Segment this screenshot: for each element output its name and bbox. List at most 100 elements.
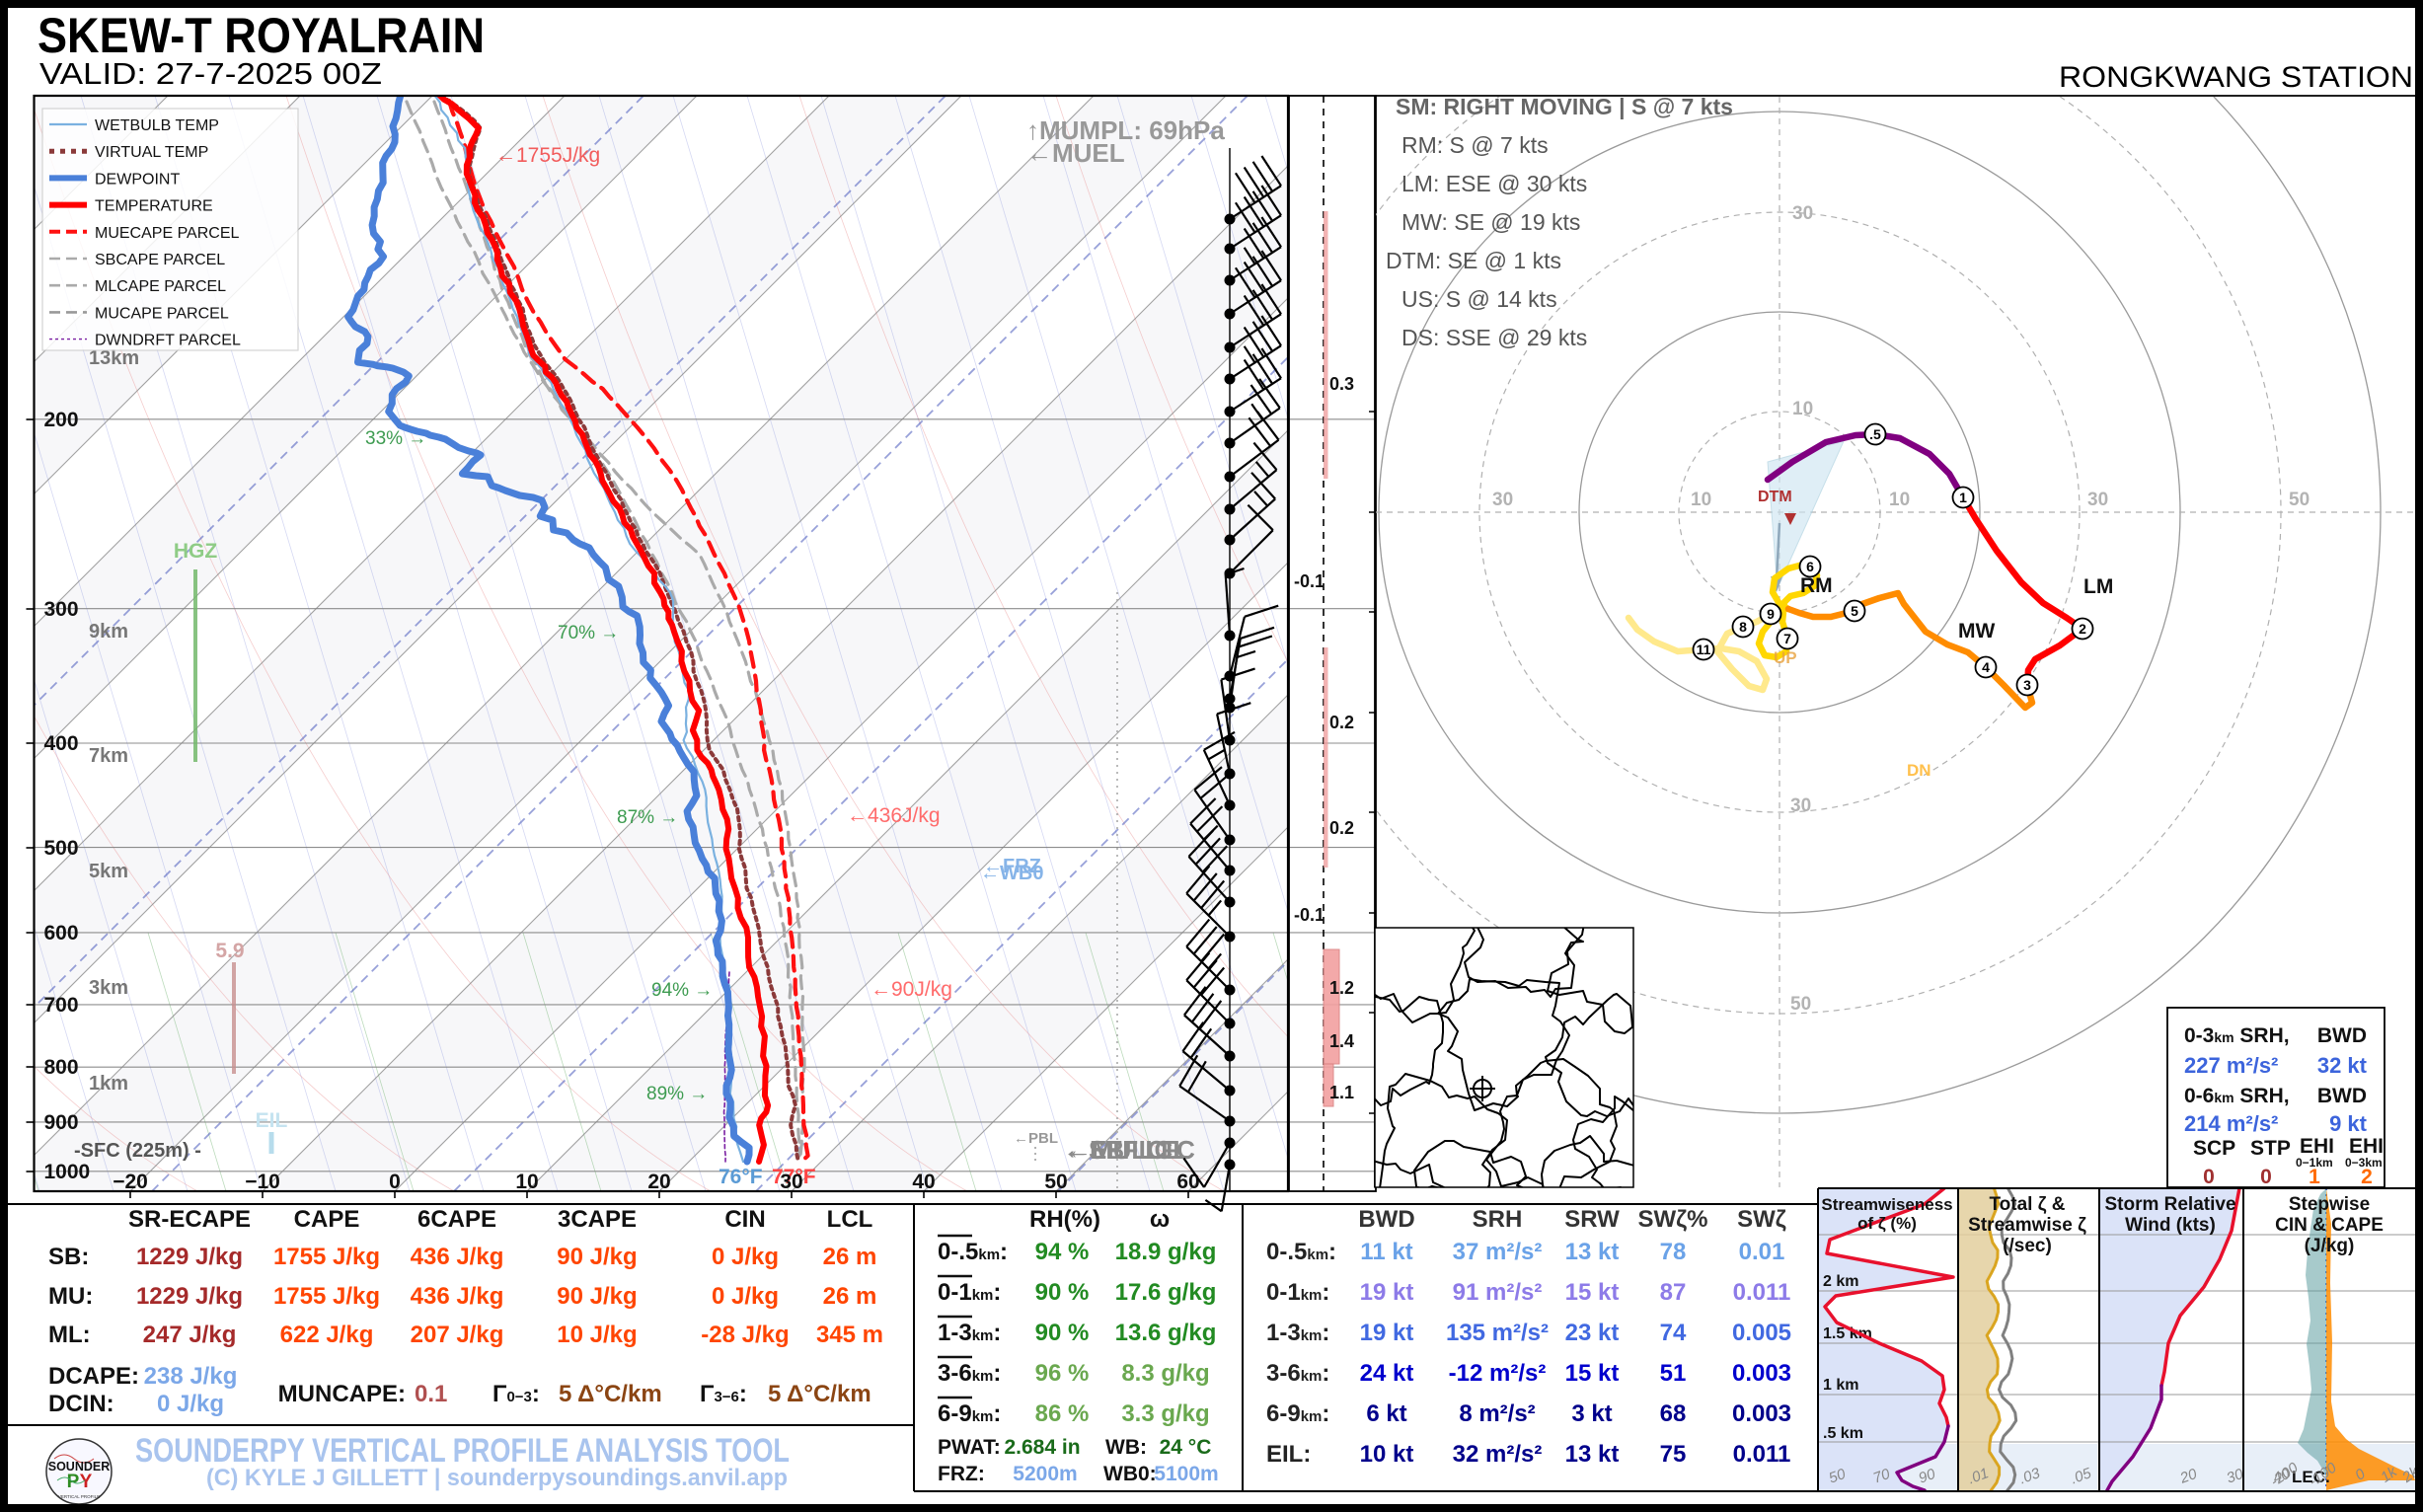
svg-text:1 km: 1 km: [1823, 1377, 1858, 1394]
svg-text:EHI: EHI: [2349, 1135, 2384, 1158]
svg-text:13.6 g/kg: 13.6 g/kg: [1115, 1320, 1217, 1346]
svg-text:24 kt: 24 kt: [1360, 1360, 1414, 1387]
svg-text:HGZ: HGZ: [174, 540, 218, 563]
svg-text:13 kt: 13 kt: [1565, 1441, 1620, 1468]
svg-text:50: 50: [1827, 1466, 1849, 1487]
svg-text:87: 87: [1660, 1279, 1687, 1306]
svg-text:50: 50: [1044, 1171, 1067, 1193]
svg-text:300: 300: [44, 598, 79, 621]
svg-text:5200m: 5200m: [1013, 1463, 1077, 1485]
svg-text:Stepwise: Stepwise: [2289, 1194, 2370, 1215]
svg-text:BWD: BWD: [2317, 1024, 2367, 1047]
svg-text:10: 10: [1792, 399, 1813, 419]
svg-text:2: 2: [2361, 1166, 2373, 1188]
svg-text:0.2: 0.2: [1329, 818, 1354, 838]
svg-text:11: 11: [1697, 642, 1711, 657]
svg-text:24 °C: 24 °C: [1160, 1436, 1212, 1459]
svg-text:77°F: 77°F: [772, 1166, 816, 1188]
svg-text:0.011: 0.011: [1733, 1279, 1791, 1306]
svg-text:6 kt: 6 kt: [1366, 1400, 1406, 1427]
svg-text:20: 20: [647, 1171, 670, 1193]
svg-text:←436J/kg: ←436J/kg: [847, 804, 941, 827]
svg-text:345 m: 345 m: [816, 1322, 883, 1348]
svg-text:DN: DN: [1907, 761, 1931, 780]
svg-text:17.6 g/kg: 17.6 g/kg: [1115, 1279, 1217, 1306]
svg-text:1.5 km: 1.5 km: [1823, 1325, 1872, 1342]
svg-text:DEWPOINT: DEWPOINT: [95, 171, 180, 188]
svg-text:70% →: 70% →: [558, 623, 619, 643]
svg-text:0.1: 0.1: [415, 1381, 447, 1407]
svg-text:RONGKWANG STATION: RONGKWANG STATION: [2059, 61, 2413, 94]
svg-text:94 %: 94 %: [1035, 1239, 1090, 1265]
svg-text:LM: LM: [2083, 575, 2113, 598]
svg-text:2.684 in: 2.684 in: [1004, 1436, 1080, 1459]
svg-text:30: 30: [2087, 490, 2108, 510]
svg-text:10 kt: 10 kt: [1360, 1441, 1414, 1468]
svg-text:Y: Y: [80, 1472, 93, 1492]
svg-text:0.2: 0.2: [1329, 713, 1354, 732]
svg-text:33% →: 33% →: [365, 428, 426, 449]
svg-text:50: 50: [2289, 490, 2309, 510]
svg-text:TEMPERATURE: TEMPERATURE: [95, 198, 213, 215]
svg-text:←WB0: ←WB0: [980, 863, 1043, 884]
svg-text:1755 J/kg: 1755 J/kg: [273, 1283, 380, 1310]
svg-text:68: 68: [1660, 1400, 1687, 1427]
svg-text:9 kt: 9 kt: [2329, 1111, 2368, 1136]
svg-text:3km: 3km: [89, 977, 128, 999]
svg-text:RH(%): RH(%): [1029, 1206, 1100, 1233]
svg-text:2: 2: [2079, 621, 2086, 637]
svg-text:CIN: CIN: [724, 1206, 765, 1233]
svg-text:3 kt: 3 kt: [1571, 1400, 1612, 1427]
svg-text:BWD: BWD: [2317, 1085, 2367, 1107]
svg-text:←90J/kg: ←90J/kg: [871, 978, 952, 1001]
svg-text:LM: ESE @ 30 kts: LM: ESE @ 30 kts: [1401, 171, 1587, 196]
svg-text:26 m: 26 m: [823, 1283, 877, 1310]
svg-text:11 kt: 11 kt: [1360, 1239, 1412, 1265]
svg-text:5: 5: [1851, 603, 1858, 619]
svg-text:13 kt: 13 kt: [1565, 1239, 1620, 1265]
svg-text:200: 200: [44, 409, 79, 431]
svg-text:DCAPE:: DCAPE:: [48, 1363, 139, 1390]
svg-text:6-9km:: 6-9km:: [938, 1400, 1001, 1427]
svg-text:Streamwiseness: Streamwiseness: [1821, 1195, 1952, 1214]
svg-text:600: 600: [44, 922, 79, 945]
svg-text:SOUNDER: SOUNDER: [48, 1460, 111, 1474]
svg-text:Streamwise ζ: Streamwise ζ: [1968, 1215, 2086, 1236]
svg-text:6: 6: [1806, 559, 1814, 574]
svg-text:40: 40: [2271, 1466, 2293, 1487]
svg-text:SRH: SRH: [1473, 1206, 1523, 1233]
svg-text:3.3 g/kg: 3.3 g/kg: [1121, 1400, 1209, 1427]
svg-text:CIN & CAPE: CIN & CAPE: [2275, 1215, 2384, 1236]
svg-text:LEC.: LEC.: [2292, 1468, 2330, 1486]
svg-text:0-3km SRH,: 0-3km SRH,: [2184, 1024, 2290, 1047]
svg-text:207 J/kg: 207 J/kg: [411, 1322, 504, 1348]
svg-text:←FRZ: ←FRZ: [983, 856, 1041, 877]
svg-text:30: 30: [780, 1171, 802, 1193]
svg-text:←MUEL: ←MUEL: [1026, 138, 1125, 168]
svg-text:←EFF LFC: ←EFF LFC: [1064, 1135, 1195, 1165]
svg-text:SBCAPE PARCEL: SBCAPE PARCEL: [95, 252, 225, 268]
svg-text:CAPE: CAPE: [294, 1206, 360, 1233]
svg-text:32 m²/s²: 32 m²/s²: [1453, 1441, 1543, 1468]
svg-text:37 m²/s²: 37 m²/s²: [1453, 1239, 1543, 1265]
svg-text:90 %: 90 %: [1035, 1320, 1090, 1346]
svg-text:ω: ω: [1150, 1206, 1170, 1233]
svg-text:60: 60: [1176, 1171, 1199, 1193]
svg-text:DCIN:: DCIN:: [48, 1391, 114, 1417]
svg-text:6CAPE: 6CAPE: [417, 1206, 496, 1233]
svg-text:1.4: 1.4: [1329, 1031, 1354, 1051]
svg-text:of ζ (%): of ζ (%): [1857, 1214, 1917, 1233]
svg-text:700: 700: [44, 994, 79, 1017]
svg-text:10: 10: [1691, 490, 1711, 510]
svg-text:94% →: 94% →: [651, 980, 713, 1001]
svg-text:SR-ECAPE: SR-ECAPE: [128, 1206, 251, 1233]
svg-text:STP: STP: [2250, 1137, 2291, 1160]
svg-text:90: 90: [1917, 1466, 1938, 1487]
svg-text:0.003: 0.003: [1732, 1360, 1791, 1387]
svg-text:1000: 1000: [44, 1161, 91, 1183]
svg-text:9: 9: [1767, 606, 1775, 622]
svg-text:US: S @ 14 kts: US: S @ 14 kts: [1401, 286, 1557, 312]
svg-text:1.2: 1.2: [1329, 978, 1354, 998]
svg-text:WETBULB TEMP: WETBULB TEMP: [95, 117, 219, 134]
svg-text:MW: MW: [1958, 620, 1995, 643]
